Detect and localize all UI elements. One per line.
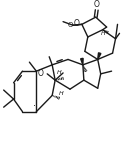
- Text: O: O: [68, 22, 73, 28]
- Text: O: O: [73, 19, 79, 28]
- Text: O: O: [38, 69, 44, 78]
- Text: H: H: [59, 91, 63, 96]
- Text: O: O: [94, 0, 100, 9]
- Polygon shape: [98, 53, 101, 59]
- Text: H: H: [101, 31, 105, 36]
- Text: H: H: [57, 70, 62, 75]
- Polygon shape: [81, 58, 83, 65]
- Text: ·: ·: [33, 101, 36, 111]
